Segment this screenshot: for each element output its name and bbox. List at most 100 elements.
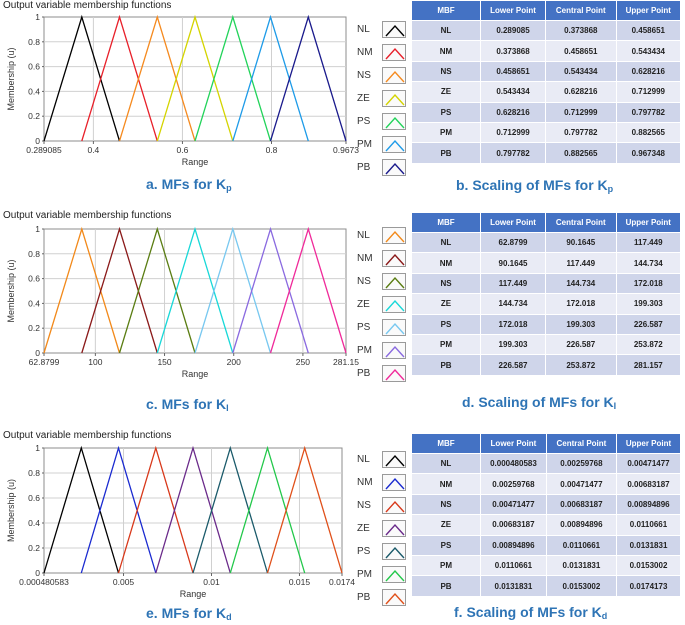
legend-label: PB bbox=[357, 162, 371, 173]
legend-label: NL bbox=[357, 454, 370, 465]
table-cell: 0.0131831 bbox=[615, 534, 682, 556]
series-line-ns bbox=[117, 445, 194, 574]
x-tick-label: 0.9673 bbox=[333, 145, 359, 155]
table-cell: 0.628216 bbox=[545, 81, 617, 103]
triangle-icon bbox=[385, 24, 405, 37]
table-cell: 0.00471477 bbox=[615, 452, 682, 475]
chart-title: Output variable membership functions bbox=[3, 210, 172, 221]
x-tick-label: 0.289085 bbox=[26, 145, 62, 155]
table-cell: 144.734 bbox=[545, 272, 617, 295]
table-cell: 226.587 bbox=[545, 333, 617, 356]
series-line-ps bbox=[192, 445, 269, 574]
table-cell: 199.303 bbox=[545, 313, 617, 335]
triangle-icon bbox=[385, 230, 405, 243]
table-row: PS 0.00894896 0.0110661 0.0131831 bbox=[411, 534, 682, 556]
table-cell: 0.00683187 bbox=[480, 514, 547, 536]
table-cell: 0.712999 bbox=[615, 81, 682, 103]
series-line-nm bbox=[80, 445, 157, 574]
series-line-pm bbox=[229, 445, 306, 574]
table-row: NM 0.00259768 0.00471477 0.00683187 bbox=[411, 473, 682, 495]
table-row: NM 0.373868 0.458651 0.543434 bbox=[411, 40, 682, 62]
table-cell: 0.0110661 bbox=[480, 554, 547, 577]
table-row: PB 0.797782 0.882565 0.967348 bbox=[411, 142, 682, 164]
legend-swatch bbox=[382, 589, 406, 606]
table-cell: 0.543434 bbox=[545, 60, 617, 83]
y-tick-label: 0.4 bbox=[28, 298, 40, 308]
legend-swatch bbox=[382, 342, 406, 359]
triangle-icon bbox=[385, 345, 405, 358]
table-cell: 90.1645 bbox=[479, 252, 547, 274]
table-header-cell: Lower Point bbox=[479, 212, 547, 233]
series-line-nl bbox=[43, 14, 121, 142]
table-cell: 144.734 bbox=[479, 293, 547, 315]
table-cell: 0.0110661 bbox=[545, 534, 617, 556]
legend-swatch bbox=[382, 273, 406, 290]
table-row: PM 199.303 226.587 253.872 bbox=[411, 333, 682, 356]
x-tick-label: 0.005 bbox=[113, 577, 135, 587]
legend-swatch bbox=[382, 319, 406, 336]
table-cell: 172.018 bbox=[479, 313, 547, 335]
table-cell: PS bbox=[411, 534, 481, 556]
table-cell: 253.872 bbox=[545, 354, 617, 376]
table-header-cell: Central Point bbox=[545, 433, 617, 454]
table-row: PS 172.018 199.303 226.587 bbox=[411, 313, 682, 335]
membership-chart-kp: 0 0.2 0.4 0.6 0.8 1 0.289085 0.4 0.6 0.8 0.9673 Ran… bbox=[6, 12, 359, 167]
table-cell: 0.797782 bbox=[545, 121, 617, 144]
table-cell: 0.373868 bbox=[479, 40, 547, 62]
membership-chart-ki: 0 0.2 0.4 0.6 0.8 1 62.8799 100 150 200 250 281.15 R… bbox=[6, 224, 359, 379]
table-cell: 281.157 bbox=[615, 354, 682, 376]
chart-title: Output variable membership functions bbox=[3, 0, 172, 11]
table-cell: 0.458651 bbox=[615, 19, 682, 42]
x-tick-label: 0.4 bbox=[87, 145, 99, 155]
table-header-cell: Lower Point bbox=[480, 433, 547, 454]
legend-swatch bbox=[382, 159, 406, 176]
plot-area bbox=[43, 228, 347, 354]
table-row: NS 117.449 144.734 172.018 bbox=[411, 272, 682, 295]
table-cell: 0.00259768 bbox=[480, 473, 547, 495]
table-row: PB 226.587 253.872 281.157 bbox=[411, 354, 682, 376]
series-line-nm bbox=[81, 226, 158, 354]
table-cell: 199.303 bbox=[615, 293, 682, 315]
legend-label: NS bbox=[357, 500, 371, 511]
y-tick-label: 0.4 bbox=[28, 518, 40, 528]
series-line-nm bbox=[81, 14, 158, 142]
table-row: NL 62.8799 90.1645 117.449 bbox=[411, 231, 682, 254]
triangle-icon bbox=[385, 569, 405, 582]
table-cell: 0.712999 bbox=[479, 121, 547, 144]
y-tick-label: 0.6 bbox=[28, 493, 40, 503]
table-cell: 172.018 bbox=[615, 272, 682, 295]
table-cell: 0.882565 bbox=[545, 142, 617, 164]
table-cell: NM bbox=[411, 40, 481, 62]
y-tick-label: 0 bbox=[35, 348, 40, 358]
series-line-pb bbox=[269, 226, 347, 354]
table-cell: 0.967348 bbox=[615, 142, 682, 164]
table-cell: 0.797782 bbox=[615, 101, 682, 123]
table-cell: 0.00683187 bbox=[545, 493, 617, 516]
legend-swatch bbox=[382, 451, 406, 468]
legend-label: ZE bbox=[357, 523, 370, 534]
legend-label: PS bbox=[357, 116, 371, 127]
table-cell: 0.797782 bbox=[479, 142, 547, 164]
series-line-nl bbox=[43, 445, 120, 574]
table-row: NM 90.1645 117.449 144.734 bbox=[411, 252, 682, 274]
table-cell: 117.449 bbox=[479, 272, 547, 295]
x-tick-label: 62.8799 bbox=[29, 357, 60, 367]
table-row: NS 0.458651 0.543434 0.628216 bbox=[411, 60, 682, 83]
table-cell: 0.458651 bbox=[479, 60, 547, 83]
table-header-cell: Upper Point bbox=[615, 0, 682, 21]
table-cell: 226.587 bbox=[615, 313, 682, 335]
table-cell: PS bbox=[411, 313, 481, 335]
table-cell: 0.0131831 bbox=[545, 554, 617, 577]
table-cell: NS bbox=[411, 60, 481, 83]
table-cell: PB bbox=[411, 575, 481, 597]
table-row: NL 0.000480583 0.00259768 0.00471477 bbox=[411, 452, 682, 475]
legend-swatch bbox=[382, 21, 406, 38]
legend-label: NM bbox=[357, 477, 373, 488]
table-cell: 0.458651 bbox=[545, 40, 617, 62]
table-row: PM 0.0110661 0.0131831 0.0153002 bbox=[411, 554, 682, 577]
table-cell: 62.8799 bbox=[479, 231, 547, 254]
membership-chart-kd: 0 0.2 0.4 0.6 0.8 1 0.000480583 0.005 0.01 0.015 0… bbox=[6, 443, 355, 599]
table-row: ZE 0.00683187 0.00894896 0.0110661 bbox=[411, 514, 682, 536]
table-cell: NL bbox=[411, 231, 481, 254]
legend-swatch bbox=[382, 113, 406, 130]
